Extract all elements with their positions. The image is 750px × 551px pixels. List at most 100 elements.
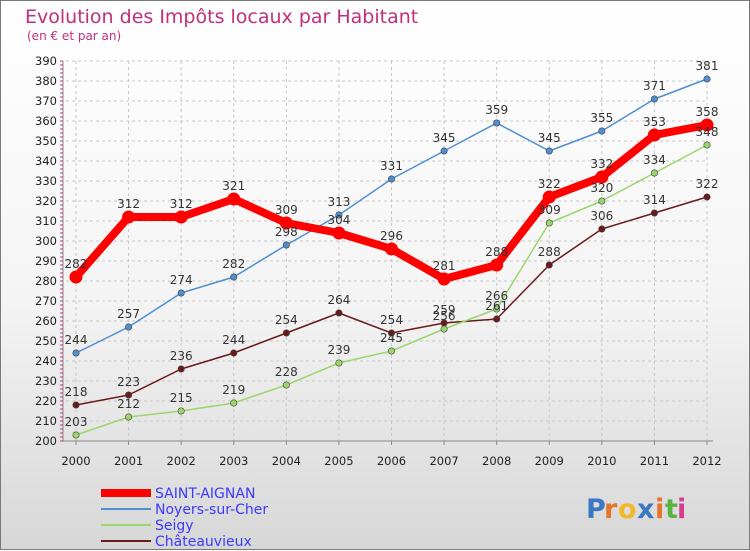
data-point bbox=[69, 270, 83, 284]
data-point bbox=[227, 192, 241, 206]
svg-text:i: i bbox=[655, 494, 664, 525]
y-tick-label: 360 bbox=[35, 114, 57, 128]
data-label: 312 bbox=[117, 197, 140, 211]
data-label: 228 bbox=[275, 365, 298, 379]
y-tick-label: 390 bbox=[35, 54, 57, 68]
data-label: 257 bbox=[117, 307, 140, 321]
data-label: 261 bbox=[485, 299, 508, 313]
data-point bbox=[598, 225, 606, 233]
data-point bbox=[493, 119, 501, 127]
data-point bbox=[177, 365, 185, 373]
x-tick-label: 2011 bbox=[640, 454, 669, 468]
data-label: 381 bbox=[696, 59, 719, 73]
data-label: 353 bbox=[643, 115, 666, 129]
data-label: 322 bbox=[538, 177, 561, 191]
y-tick-label: 310 bbox=[35, 214, 57, 228]
data-point bbox=[230, 349, 238, 357]
data-label: 219 bbox=[222, 383, 245, 397]
data-point bbox=[230, 399, 238, 407]
data-point bbox=[177, 289, 185, 297]
data-point bbox=[72, 349, 80, 357]
y-tick-label: 350 bbox=[35, 134, 57, 148]
x-tick-label: 2009 bbox=[535, 454, 564, 468]
data-label: 331 bbox=[380, 159, 403, 173]
y-tick-label: 300 bbox=[35, 234, 57, 248]
data-point bbox=[437, 272, 451, 286]
y-tick-label: 340 bbox=[35, 154, 57, 168]
data-point bbox=[650, 169, 658, 177]
x-tick-label: 2012 bbox=[692, 454, 721, 468]
y-tick-label: 280 bbox=[35, 274, 57, 288]
data-label: 288 bbox=[485, 245, 508, 259]
data-label: 322 bbox=[696, 177, 719, 191]
legend-label: Châteauvieux bbox=[155, 534, 252, 550]
y-tick-label: 290 bbox=[35, 254, 57, 268]
data-label: 274 bbox=[170, 273, 193, 287]
data-point bbox=[545, 261, 553, 269]
data-label: 312 bbox=[170, 197, 193, 211]
data-label: 244 bbox=[222, 333, 245, 347]
x-tick-label: 2008 bbox=[482, 454, 511, 468]
data-label: 264 bbox=[327, 293, 350, 307]
legend-label: Seigy bbox=[155, 518, 194, 534]
data-point bbox=[282, 381, 290, 389]
data-label: 282 bbox=[222, 257, 245, 271]
data-point bbox=[703, 75, 711, 83]
data-label: 244 bbox=[65, 333, 88, 347]
data-label: 245 bbox=[380, 331, 403, 345]
data-point bbox=[282, 329, 290, 337]
x-tick-label: 2001 bbox=[114, 454, 143, 468]
data-label: 298 bbox=[275, 225, 298, 239]
y-tick-label: 320 bbox=[35, 194, 57, 208]
data-point bbox=[282, 241, 290, 249]
svg-text:P: P bbox=[586, 494, 606, 525]
data-point bbox=[650, 209, 658, 217]
data-label: 348 bbox=[696, 125, 719, 139]
x-tick-label: 2002 bbox=[167, 454, 196, 468]
y-tick-label: 210 bbox=[35, 414, 57, 428]
data-label: 320 bbox=[590, 181, 613, 195]
x-tick-label: 2007 bbox=[429, 454, 458, 468]
y-tick-label: 370 bbox=[35, 94, 57, 108]
data-point bbox=[125, 323, 133, 331]
y-tick-label: 330 bbox=[35, 174, 57, 188]
data-point bbox=[650, 95, 658, 103]
data-label: 345 bbox=[433, 131, 456, 145]
svg-text:x: x bbox=[637, 494, 654, 525]
y-tick-label: 230 bbox=[35, 374, 57, 388]
data-point bbox=[545, 147, 553, 155]
data-point bbox=[493, 305, 501, 313]
data-label: 281 bbox=[433, 259, 456, 273]
y-tick-label: 200 bbox=[35, 434, 57, 448]
chart-title: Evolution des Impôts locaux par Habitant bbox=[25, 6, 418, 28]
data-label: 256 bbox=[433, 309, 456, 323]
data-label: 266 bbox=[485, 289, 508, 303]
data-point bbox=[335, 211, 343, 219]
data-label: 371 bbox=[643, 79, 666, 93]
data-label: 254 bbox=[380, 313, 403, 327]
chart-subtitle: (en € et par an) bbox=[27, 29, 121, 43]
data-label: 345 bbox=[538, 131, 561, 145]
data-point bbox=[387, 347, 395, 355]
svg-text:o: o bbox=[618, 494, 637, 525]
x-tick-label: 2005 bbox=[324, 454, 353, 468]
data-label: 304 bbox=[327, 213, 350, 227]
data-point bbox=[545, 219, 553, 227]
data-label: 296 bbox=[380, 229, 403, 243]
data-point bbox=[700, 118, 714, 132]
data-label: 223 bbox=[117, 375, 140, 389]
y-tick-label: 260 bbox=[35, 314, 57, 328]
data-point bbox=[647, 128, 661, 142]
svg-text:i: i bbox=[677, 494, 686, 525]
data-point bbox=[72, 431, 80, 439]
data-label: 334 bbox=[643, 153, 666, 167]
data-point bbox=[174, 210, 188, 224]
data-label: 313 bbox=[327, 195, 350, 209]
data-label: 332 bbox=[590, 157, 613, 171]
data-label: 236 bbox=[170, 349, 193, 363]
data-label: 218 bbox=[65, 385, 88, 399]
data-point bbox=[598, 127, 606, 135]
data-point bbox=[490, 258, 504, 272]
data-label: 355 bbox=[590, 111, 613, 125]
